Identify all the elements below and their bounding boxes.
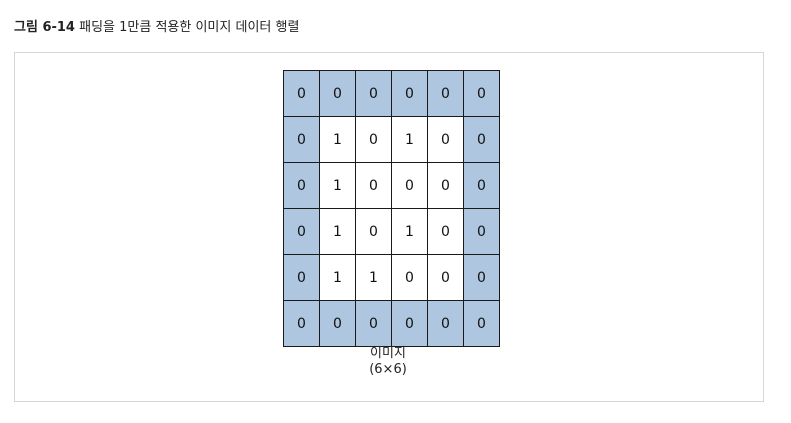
image-cell: 1 xyxy=(319,116,356,163)
padding-cell: 0 xyxy=(463,70,500,117)
padding-cell: 0 xyxy=(319,300,356,347)
image-label-size: (6×6) xyxy=(369,362,407,377)
padding-cell: 0 xyxy=(319,70,356,117)
image-cell: 0 xyxy=(427,208,464,255)
padding-cell: 0 xyxy=(283,254,320,301)
padding-cell: 0 xyxy=(391,70,428,117)
image-label: 이미지 (6×6) xyxy=(283,346,493,378)
image-cell: 0 xyxy=(391,162,428,209)
padding-cell: 0 xyxy=(463,254,500,301)
padding-cell: 0 xyxy=(427,300,464,347)
padding-cell: 0 xyxy=(355,70,392,117)
image-label-title: 이미지 xyxy=(370,346,406,361)
image-cell: 1 xyxy=(355,254,392,301)
padding-cell: 0 xyxy=(283,116,320,163)
figure-title: 패딩을 1만큼 적용한 이미지 데이터 행렬 xyxy=(79,20,300,35)
padding-cell: 0 xyxy=(283,300,320,347)
figure-caption: 그림 6-14 패딩을 1만큼 적용한 이미지 데이터 행렬 xyxy=(14,20,299,36)
padding-cell: 0 xyxy=(283,208,320,255)
padding-cell: 0 xyxy=(391,300,428,347)
image-cell: 1 xyxy=(319,162,356,209)
padding-cell: 0 xyxy=(283,70,320,117)
padding-cell: 0 xyxy=(283,162,320,209)
image-cell: 1 xyxy=(391,116,428,163)
figure-number: 그림 6-14 xyxy=(14,20,75,35)
image-cell: 1 xyxy=(391,208,428,255)
image-cell: 0 xyxy=(391,254,428,301)
image-cell: 0 xyxy=(427,254,464,301)
padding-cell: 0 xyxy=(463,162,500,209)
padding-cell: 0 xyxy=(463,300,500,347)
image-cell: 1 xyxy=(319,208,356,255)
padding-cell: 0 xyxy=(463,116,500,163)
padding-cell: 0 xyxy=(463,208,500,255)
padding-cell: 0 xyxy=(427,70,464,117)
image-cell: 0 xyxy=(355,208,392,255)
image-cell: 0 xyxy=(355,162,392,209)
image-cell: 1 xyxy=(319,254,356,301)
image-cell: 0 xyxy=(355,116,392,163)
image-cell: 0 xyxy=(427,162,464,209)
image-cell: 0 xyxy=(427,116,464,163)
padding-cell: 0 xyxy=(355,300,392,347)
